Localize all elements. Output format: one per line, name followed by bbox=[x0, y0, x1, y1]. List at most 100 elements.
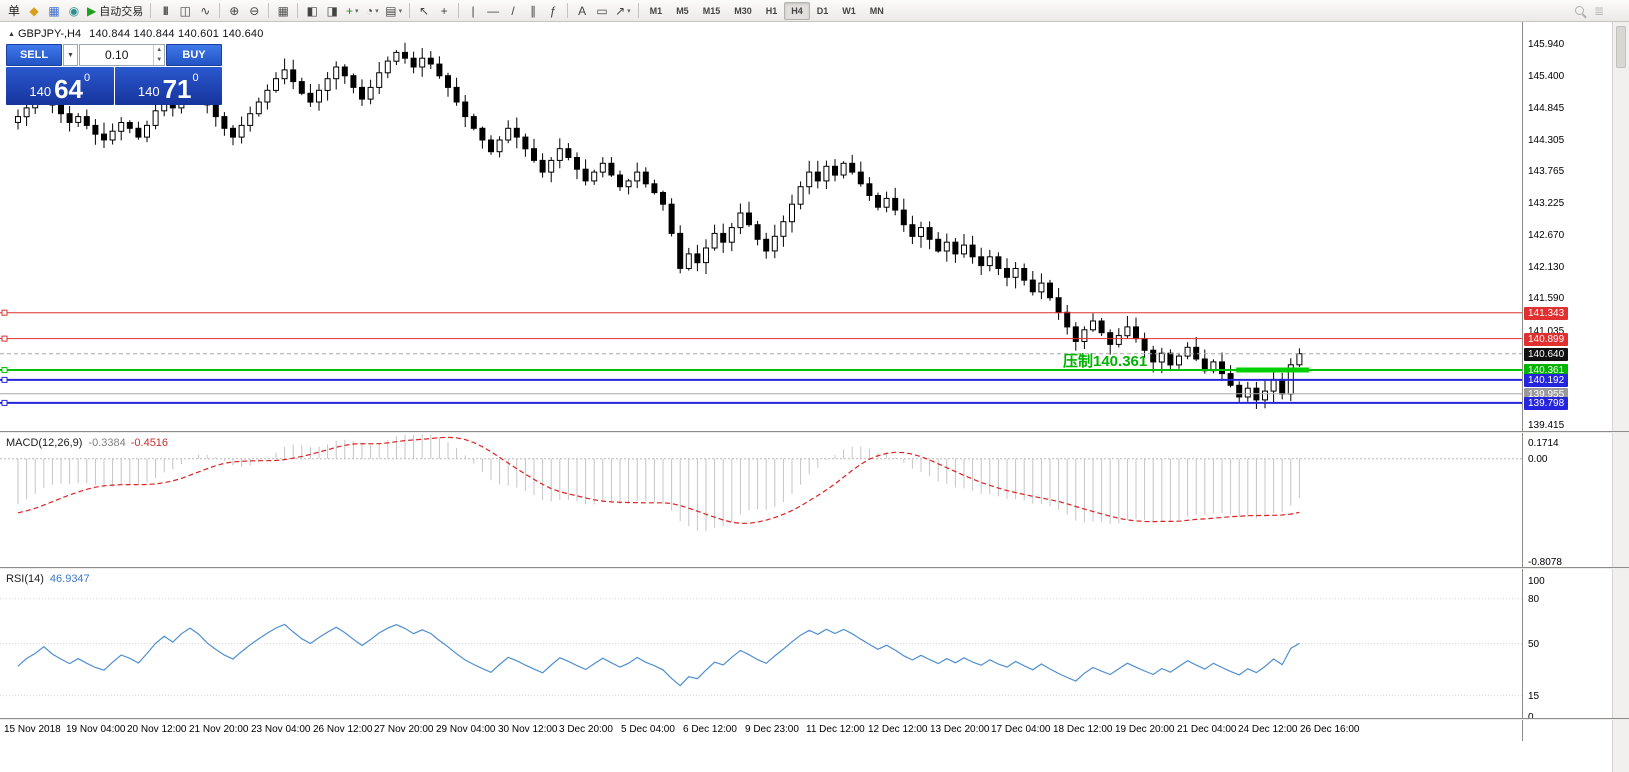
vertical-scrollbar[interactable] bbox=[1612, 22, 1629, 772]
auto-trading-button[interactable]: ▶ 自动交易 bbox=[87, 3, 144, 18]
pane-divider[interactable] bbox=[0, 718, 1629, 720]
macd-main-value: -0.3384 bbox=[88, 437, 126, 449]
time-label: 19 Dec 20:00 bbox=[1115, 724, 1175, 735]
rsi-axis-level: 80 bbox=[1528, 593, 1540, 605]
zoom-in-icon[interactable]: ⊕ bbox=[229, 3, 240, 18]
sell-price-display[interactable]: 140 64 0 bbox=[6, 67, 114, 105]
main-chart-pane[interactable]: ▲ GBPJPY-,H4 140.844 140.844 140.601 140.6… bbox=[0, 22, 1522, 432]
chart-shift-icon[interactable]: ◨ bbox=[326, 3, 338, 18]
timeframe-group: M1 M5 M15 M30 H1 H4 D1 W1 MN bbox=[643, 0, 891, 22]
cursor-icon[interactable]: ↖ bbox=[419, 3, 430, 18]
templates-icon[interactable]: ▤ ▾ bbox=[385, 3, 403, 18]
timeframe-mn[interactable]: MN bbox=[869, 5, 884, 16]
rsi-axis-level: 15 bbox=[1528, 690, 1540, 702]
channel-icon[interactable]: ∥ bbox=[530, 3, 537, 18]
tile-windows-icon[interactable]: ▦ bbox=[277, 3, 289, 18]
price-tag: 140.640 bbox=[1524, 347, 1569, 361]
time-label: 18 Dec 12:00 bbox=[1053, 724, 1113, 735]
chart-ohlc-info: ▲ GBPJPY-,H4 140.844 140.844 140.601 140.6… bbox=[8, 28, 264, 40]
rsi-pane[interactable]: RSI(14) 46.9347 bbox=[0, 569, 1522, 718]
text-icon[interactable]: A bbox=[578, 3, 587, 18]
arrows-icon[interactable]: ↗ ▾ bbox=[615, 3, 631, 18]
price-tick: 142.130 bbox=[1528, 261, 1565, 273]
buy-price-main: 140 bbox=[137, 84, 160, 99]
auto-scroll-icon[interactable]: ◧ bbox=[306, 3, 318, 18]
macd-pane[interactable]: MACD(12,26,9) -0.3384 -0.4516 bbox=[0, 433, 1522, 568]
top-toolbar: 单 ◆ ▦ ◉ ▶ 自动交易 ||| ◫ ∿ ⊕ ⊖ ▦ ◧ ◨ + ▾ ◔ ▾ ▤ ▾ ↖ + | — / ∥ ƒ A ▭ ↗ ▾ M1 M… bbox=[0, 0, 1629, 22]
zoom-out-icon[interactable]: ⊖ bbox=[249, 3, 260, 18]
bar-chart-type-icon[interactable]: ||| bbox=[162, 5, 168, 15]
line-chart-type-icon[interactable]: ∿ bbox=[200, 3, 211, 18]
buy-button[interactable]: BUY bbox=[166, 44, 222, 66]
scrollbar-thumb[interactable] bbox=[1616, 26, 1626, 68]
time-label: 27 Nov 20:00 bbox=[374, 724, 434, 735]
sell-button[interactable]: SELL bbox=[6, 44, 62, 66]
timeframe-m1[interactable]: M1 bbox=[649, 5, 663, 16]
price-axis[interactable]: 145.940 145.400 144.845 144.305 143.765 143.2… bbox=[1522, 22, 1612, 741]
rsi-axis-level: 50 bbox=[1528, 638, 1540, 650]
volume-input[interactable] bbox=[80, 45, 154, 65]
time-label: 17 Dec 04:00 bbox=[991, 724, 1051, 735]
price-chart-svg[interactable] bbox=[0, 22, 1522, 432]
toolbar-separator bbox=[150, 3, 152, 18]
periods-icon[interactable]: ◔ ▾ bbox=[365, 3, 379, 18]
buy-price-big: 71 bbox=[162, 74, 192, 104]
rsi-title: RSI(14) bbox=[6, 573, 44, 585]
new-order-button[interactable]: 单 bbox=[7, 3, 20, 18]
fibonacci-icon[interactable]: ƒ bbox=[549, 3, 557, 18]
chart-window-icon[interactable]: ◆ bbox=[29, 3, 39, 18]
time-label: 24 Dec 12:00 bbox=[1238, 724, 1298, 735]
volume-dropdown-button[interactable]: ▼ bbox=[63, 44, 78, 66]
buy-price-display[interactable]: 140 71 0 bbox=[114, 67, 222, 105]
symbol-title: GBPJPY-,H4 bbox=[17, 28, 82, 40]
crosshair-icon[interactable]: + bbox=[440, 3, 448, 18]
timeframe-h1[interactable]: H1 bbox=[765, 5, 778, 16]
price-tick: 145.400 bbox=[1528, 70, 1565, 82]
time-axis[interactable]: 15 Nov 2018 19 Nov 04:00 20 Nov 12:00 21 No… bbox=[0, 720, 1522, 741]
timeframe-h4[interactable]: H4 bbox=[784, 1, 810, 20]
time-label: 21 Nov 20:00 bbox=[189, 724, 249, 735]
pane-divider[interactable] bbox=[0, 567, 1629, 569]
horizontal-line-icon[interactable]: — bbox=[487, 3, 500, 18]
time-label: 13 Dec 20:00 bbox=[930, 724, 990, 735]
volume-up-icon[interactable]: ▲ bbox=[156, 47, 163, 53]
toolbar-separator bbox=[567, 3, 569, 18]
vertical-line-icon[interactable]: | bbox=[471, 3, 475, 18]
price-tag: 140.361 bbox=[1524, 364, 1569, 378]
symbol-icon: ▲ bbox=[8, 31, 15, 38]
market-depth-icon[interactable]: ≣ bbox=[1593, 3, 1605, 18]
rsi-svg bbox=[0, 598, 1522, 697]
timeframe-m15[interactable]: M15 bbox=[702, 5, 721, 16]
price-tag: 141.343 bbox=[1524, 306, 1569, 320]
macd-axis-zero: 0.00 bbox=[1528, 453, 1548, 465]
resistance-annotation[interactable]: 压制140.361 bbox=[1063, 353, 1148, 370]
buy-price-sup: 0 bbox=[192, 72, 199, 84]
timeframe-m5[interactable]: M5 bbox=[676, 5, 689, 16]
rsi-value: 46.9347 bbox=[49, 573, 90, 585]
time-label: 29 Nov 04:00 bbox=[436, 724, 496, 735]
time-label: 9 Dec 23:00 bbox=[745, 724, 799, 735]
text-label-icon[interactable]: ▭ bbox=[596, 3, 608, 18]
candlestick-chart-type-icon[interactable]: ◫ bbox=[179, 3, 191, 18]
timeframe-d1[interactable]: D1 bbox=[816, 5, 829, 16]
toolbar-separator bbox=[409, 3, 411, 18]
time-label: 26 Dec 16:00 bbox=[1300, 724, 1360, 735]
indicators-icon[interactable]: + ▾ bbox=[345, 3, 359, 18]
toolbar-separator bbox=[268, 3, 270, 18]
timeframe-w1[interactable]: W1 bbox=[842, 5, 856, 16]
volume-down-icon[interactable]: ▼ bbox=[156, 57, 163, 63]
data-window-icon[interactable]: ◉ bbox=[68, 3, 80, 18]
price-tick: 144.305 bbox=[1528, 134, 1565, 146]
time-label: 23 Nov 04:00 bbox=[251, 724, 311, 735]
time-label: 30 Nov 12:00 bbox=[498, 724, 558, 735]
ohlc-values: 140.844 140.844 140.601 140.640 bbox=[89, 28, 264, 40]
pane-divider[interactable] bbox=[0, 431, 1629, 433]
price-tick: 142.670 bbox=[1528, 230, 1565, 242]
volume-spinner: ▲ ▼ bbox=[153, 45, 164, 65]
trendline-icon[interactable]: / bbox=[511, 3, 515, 18]
market-watch-icon[interactable]: ▦ bbox=[48, 3, 60, 18]
price-tag: 140.899 bbox=[1524, 332, 1569, 346]
search-icon[interactable] bbox=[1569, 2, 1589, 20]
timeframe-m30[interactable]: M30 bbox=[734, 5, 752, 16]
